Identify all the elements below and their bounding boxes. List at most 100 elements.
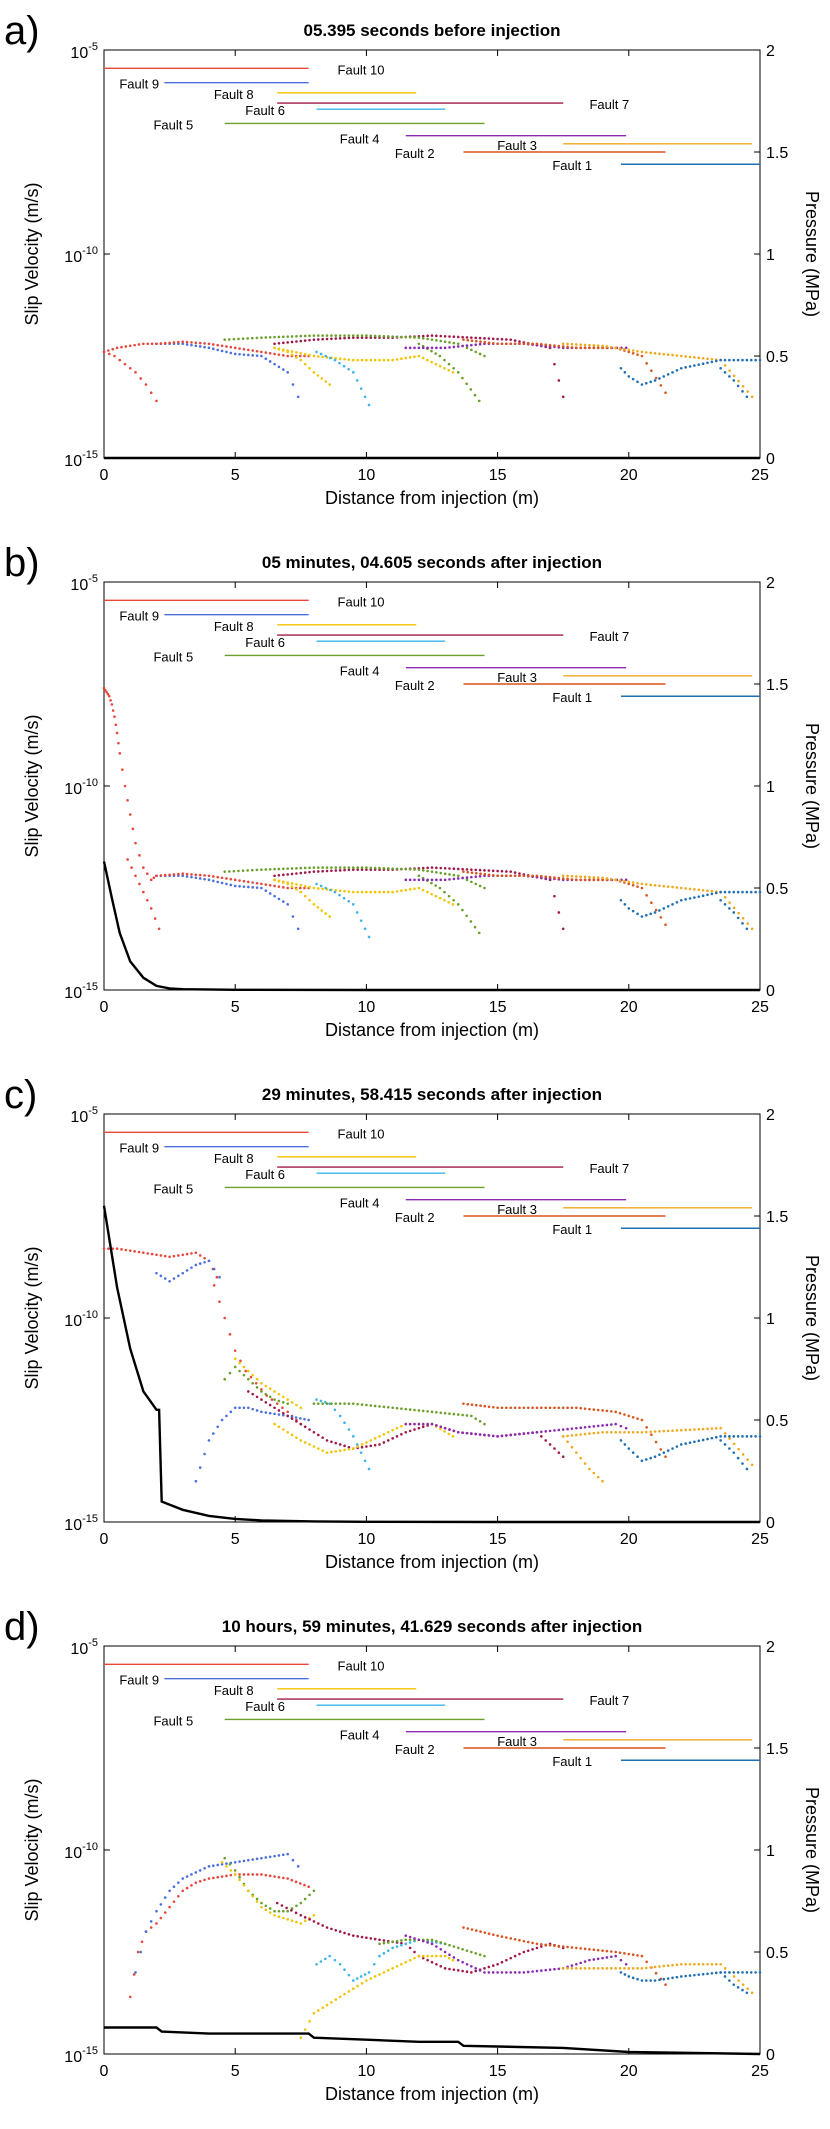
slip-velocity-point	[619, 1971, 623, 1974]
slip-velocity-point	[356, 866, 359, 869]
panel-letter: b)	[4, 541, 40, 585]
slip-velocity-point	[282, 886, 285, 889]
slip-velocity-point	[438, 354, 442, 358]
slip-velocity-point	[123, 784, 127, 788]
slip-velocity-point	[443, 1950, 447, 1954]
slip-velocity-point	[290, 1401, 294, 1404]
slip-velocity-point	[640, 350, 644, 354]
slip-velocity-point	[325, 2003, 329, 2007]
slip-velocity-point	[413, 1937, 416, 1940]
slip-velocity-point	[391, 1940, 394, 1944]
slip-velocity-point	[439, 1954, 443, 1958]
slip-velocity-point	[395, 335, 399, 339]
slip-velocity-point	[658, 352, 661, 356]
slip-velocity-point	[225, 350, 228, 354]
slip-velocity-point	[434, 884, 437, 887]
slip-velocity-point	[277, 879, 281, 883]
slip-velocity-point	[544, 1439, 548, 1442]
slip-velocity-point	[710, 1436, 714, 1440]
slip-velocity-point	[741, 917, 745, 920]
slip-velocity-point	[601, 1424, 604, 1427]
slip-velocity-point	[697, 1439, 701, 1443]
slip-velocity-point	[347, 334, 351, 337]
slip-velocity-point	[316, 866, 320, 869]
y-right-tick-label: 0	[766, 1515, 775, 1532]
slip-velocity-point	[277, 1915, 281, 1918]
slip-velocity-point	[478, 874, 482, 878]
y-right-tick-label: 2	[766, 1107, 775, 1124]
slip-velocity-point	[640, 915, 644, 918]
slip-velocity-point	[290, 353, 294, 356]
slip-velocity-point	[325, 866, 329, 869]
slip-velocity-point	[666, 353, 670, 356]
slip-velocity-point	[728, 1979, 731, 1982]
slip-velocity-point	[159, 874, 163, 877]
slip-velocity-point	[627, 907, 631, 910]
x-tick-label: 20	[620, 2063, 638, 2080]
slip-velocity-point	[408, 878, 412, 882]
fault-label: Fault 1	[552, 1222, 592, 1237]
slip-velocity-point	[333, 890, 337, 894]
slip-velocity-point	[741, 358, 744, 362]
x-tick-label: 5	[231, 467, 240, 484]
slip-velocity-point	[347, 868, 351, 872]
slip-velocity-point	[255, 349, 259, 353]
slip-velocity-point	[623, 1952, 626, 1955]
slip-velocity-point	[439, 346, 443, 350]
slip-velocity-point	[238, 885, 241, 888]
slip-velocity-point	[553, 1944, 556, 1947]
slip-velocity-point	[605, 345, 609, 348]
slip-velocity-point	[185, 872, 189, 876]
slip-velocity-point	[356, 334, 359, 337]
y-right-tick-label: 1.5	[766, 1741, 788, 1758]
slip-velocity-point	[238, 1406, 241, 1410]
slip-velocity-point	[115, 1247, 119, 1250]
slip-velocity-point	[483, 886, 486, 890]
slip-velocity-point	[470, 1414, 473, 1418]
slip-velocity-point	[343, 336, 346, 340]
slip-velocity-point	[662, 1451, 666, 1454]
slip-velocity-point	[658, 1453, 661, 1456]
slip-velocity-point	[624, 1426, 628, 1430]
slip-velocity-point	[338, 1402, 342, 1405]
slip-velocity-point	[462, 338, 465, 341]
slip-velocity-point	[282, 880, 285, 883]
slip-velocity-point	[360, 1445, 364, 1449]
slip-velocity-point	[697, 363, 701, 366]
slip-velocity-point	[273, 894, 276, 898]
slip-velocity-point	[295, 872, 298, 875]
y-right-tick-label: 1	[766, 779, 775, 796]
slip-velocity-point	[145, 898, 149, 902]
slip-velocity-point	[496, 1435, 499, 1438]
slip-velocity-point	[255, 1897, 259, 1901]
slip-velocity-point	[413, 1950, 416, 1954]
slip-velocity-point	[128, 813, 132, 816]
slip-velocity-point	[610, 1423, 613, 1426]
slip-velocity-point	[286, 1402, 289, 1405]
slip-velocity-point	[369, 890, 373, 894]
slip-velocity-point	[679, 354, 683, 358]
slip-velocity-point	[378, 358, 381, 362]
slip-velocity-point	[330, 1450, 333, 1454]
slip-velocity-point	[754, 358, 757, 362]
slip-velocity-point	[413, 1422, 416, 1426]
slip-velocity-point	[365, 866, 368, 869]
slip-velocity-point	[610, 1955, 613, 1959]
fault-label: Fault 4	[340, 664, 380, 679]
slip-velocity-point	[290, 867, 294, 870]
slip-velocity-point	[365, 334, 368, 337]
slip-velocity-point	[359, 919, 363, 922]
slip-velocity-point	[286, 1852, 289, 1856]
slip-velocity-point	[149, 391, 153, 395]
x-tick-label: 15	[489, 999, 507, 1016]
slip-velocity-point	[728, 901, 731, 904]
slip-velocity-point	[225, 1865, 228, 1868]
slip-velocity-point	[438, 886, 442, 890]
slip-velocity-point	[216, 880, 220, 884]
slip-velocity-point	[338, 1414, 342, 1418]
slip-velocity-point	[746, 922, 749, 925]
slip-velocity-point	[323, 1957, 327, 1961]
slip-velocity-point	[456, 1413, 460, 1416]
slip-velocity-point	[247, 1369, 250, 1373]
slip-velocity-point	[359, 1975, 363, 1978]
